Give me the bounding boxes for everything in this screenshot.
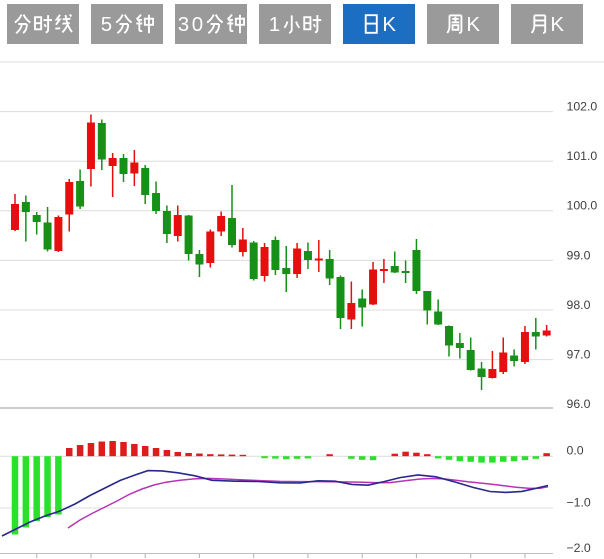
svg-text:5: 5 [101, 13, 112, 36]
svg-text:0.0: 0.0 [567, 444, 584, 458]
svg-text:96.0: 96.0 [567, 397, 591, 411]
svg-text:100.0: 100.0 [567, 199, 598, 213]
svg-text:K: K [466, 13, 480, 36]
svg-text:−1.0: −1.0 [567, 496, 591, 510]
svg-text:−2.0: −2.0 [567, 541, 591, 555]
svg-text:3: 3 [178, 13, 189, 36]
svg-text:99.0: 99.0 [567, 248, 591, 262]
svg-text:0: 0 [192, 13, 203, 36]
svg-text:K: K [550, 13, 564, 36]
svg-text:102.0: 102.0 [567, 100, 598, 114]
svg-text:101.0: 101.0 [567, 149, 598, 163]
svg-text:K: K [382, 13, 396, 36]
svg-text:97.0: 97.0 [567, 348, 591, 362]
svg-text:1: 1 [269, 13, 280, 36]
svg-text:98.0: 98.0 [567, 298, 591, 312]
